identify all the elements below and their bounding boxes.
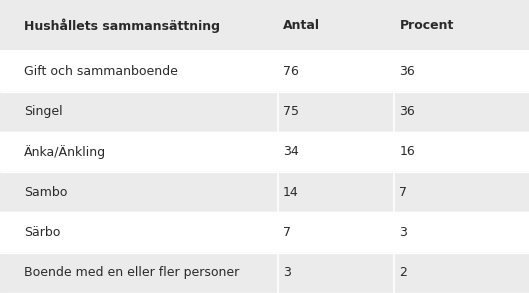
- Text: Procent: Procent: [399, 19, 454, 32]
- Text: Antal: Antal: [283, 19, 320, 32]
- Text: Boende med en eller fler personer: Boende med en eller fler personer: [24, 266, 239, 279]
- Text: Särbo: Särbo: [24, 226, 60, 239]
- Text: 3: 3: [283, 266, 291, 279]
- Text: 36: 36: [399, 65, 415, 78]
- Bar: [0, 51, 529, 91]
- Bar: [0, 253, 529, 293]
- Text: 36: 36: [399, 105, 415, 118]
- Text: Änka/Änkling: Änka/Änkling: [24, 145, 106, 159]
- Text: 16: 16: [399, 146, 415, 159]
- Text: 76: 76: [283, 65, 299, 78]
- Text: Gift och sammanboende: Gift och sammanboende: [24, 65, 178, 78]
- Bar: [0, 212, 529, 253]
- Bar: [0, 132, 529, 172]
- Text: 34: 34: [283, 146, 299, 159]
- Text: 7: 7: [283, 226, 291, 239]
- Bar: [0, 172, 529, 212]
- Text: Singel: Singel: [24, 105, 62, 118]
- Text: 7: 7: [399, 186, 407, 199]
- Text: 2: 2: [399, 266, 407, 279]
- Text: 14: 14: [283, 186, 299, 199]
- Text: Sambo: Sambo: [24, 186, 67, 199]
- Bar: [0, 0, 529, 51]
- Text: 3: 3: [399, 226, 407, 239]
- Text: 75: 75: [283, 105, 299, 118]
- Text: Hushållets sammansättning: Hushållets sammansättning: [24, 18, 220, 33]
- Bar: [0, 91, 529, 132]
